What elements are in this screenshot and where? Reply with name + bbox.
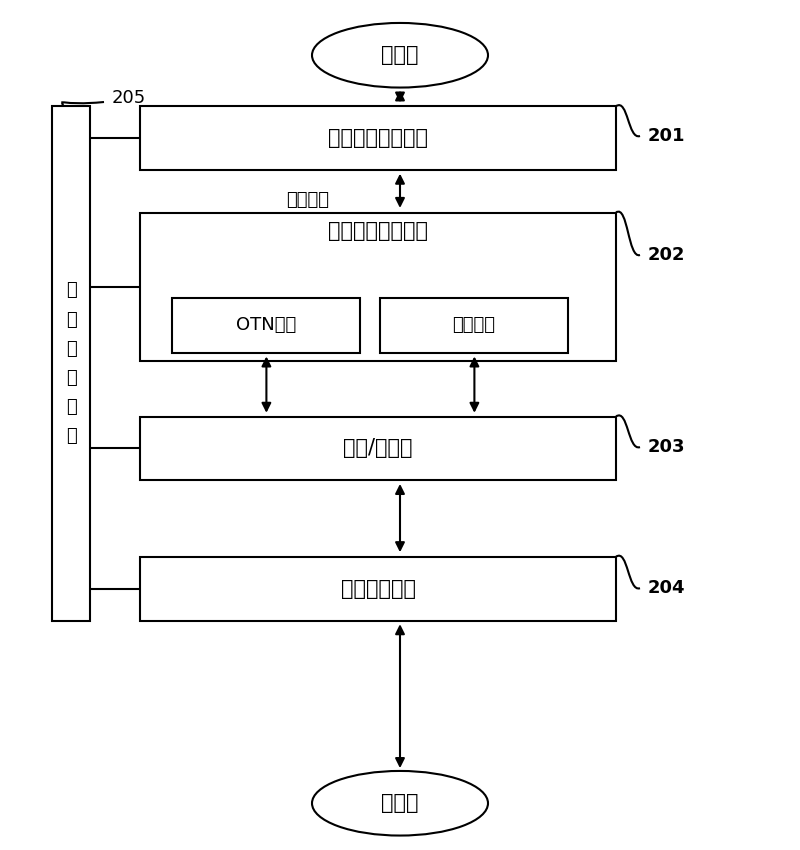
Text: 201: 201	[648, 127, 686, 145]
Text: 业务信号: 业务信号	[286, 190, 330, 209]
Bar	[140, 557, 616, 620]
Text: 线路侧: 线路侧	[382, 793, 418, 813]
Text: 路由信息插入模块: 路由信息插入模块	[328, 221, 428, 241]
Text: 客户侧: 客户侧	[382, 45, 418, 65]
Bar	[172, 298, 360, 353]
Bar	[52, 106, 90, 620]
Text: 204: 204	[648, 579, 686, 598]
Text: 主
控
选
择
模
块: 主 控 选 择 模 块	[66, 281, 77, 445]
Text: 定帧/包模块: 定帧/包模块	[343, 439, 413, 458]
Ellipse shape	[312, 771, 488, 836]
Text: 业务配置管理模块: 业务配置管理模块	[328, 128, 428, 148]
Bar	[140, 106, 616, 170]
Text: 202: 202	[648, 246, 686, 264]
Text: 203: 203	[648, 438, 686, 456]
Ellipse shape	[312, 23, 488, 88]
Bar	[140, 212, 616, 361]
Text: OTN处理: OTN处理	[236, 316, 296, 334]
Text: 205: 205	[112, 88, 146, 107]
Bar	[380, 298, 568, 353]
Text: 路由选择模块: 路由选择模块	[341, 579, 415, 598]
Bar	[140, 416, 616, 480]
Text: 分组处理: 分组处理	[453, 316, 495, 334]
